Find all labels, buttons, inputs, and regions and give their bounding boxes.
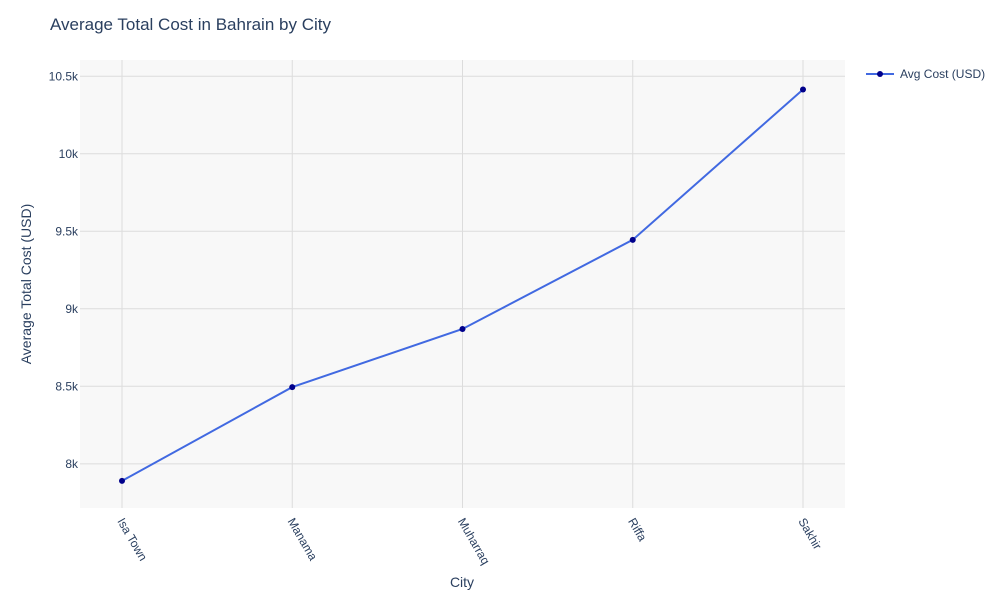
data-point[interactable] bbox=[629, 236, 636, 243]
y-tick-labels: 8k 8.5k 9k 9.5k 10k 10.5k bbox=[49, 69, 79, 471]
data-point[interactable] bbox=[119, 477, 125, 484]
x-tick-label: Isa Town bbox=[114, 516, 150, 564]
x-tick-label: Sakhir bbox=[795, 516, 824, 552]
data-point[interactable] bbox=[459, 325, 466, 332]
y-tick-label: 10.5k bbox=[49, 69, 79, 83]
y-tick-label: 10k bbox=[59, 147, 79, 161]
grid-lines bbox=[80, 60, 845, 508]
x-tick-label: Muharraq bbox=[455, 516, 493, 567]
legend[interactable]: Avg Cost (USD) bbox=[866, 67, 985, 81]
x-tick-label: Manama bbox=[285, 516, 321, 564]
legend-label: Avg Cost (USD) bbox=[900, 67, 985, 81]
y-tick-label: 9k bbox=[65, 302, 79, 316]
y-tick-label: 9.5k bbox=[55, 224, 79, 238]
series-layer bbox=[119, 86, 806, 484]
x-axis-title: City bbox=[450, 574, 474, 590]
data-point[interactable] bbox=[800, 86, 806, 93]
x-tick-label: Riffa bbox=[625, 516, 650, 544]
legend-marker-swatch bbox=[877, 71, 883, 77]
chart-title: Average Total Cost in Bahrain by City bbox=[50, 15, 331, 34]
y-axis-title: Average Total Cost (USD) bbox=[18, 204, 34, 365]
data-point[interactable] bbox=[289, 384, 296, 391]
y-tick-label: 8k bbox=[65, 457, 79, 471]
y-tick-label: 8.5k bbox=[55, 379, 79, 393]
x-tick-labels: Isa Town Manama Muharraq Riffa Sakhir bbox=[114, 516, 824, 567]
